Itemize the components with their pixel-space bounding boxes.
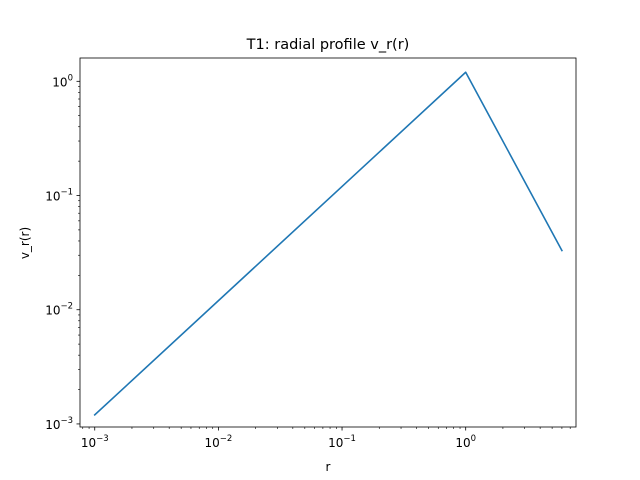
y-tick-label: 10−2 <box>45 302 73 318</box>
x-axis-label: r <box>326 460 331 474</box>
y-tick-label: 10−1 <box>45 188 73 204</box>
x-tick-label: 100 <box>455 434 476 450</box>
y-tick-label: 10−3 <box>45 416 73 432</box>
y-axis: 10−3 10−2 10−1 100 <box>45 73 80 432</box>
chart-title: T1: radial profile v_r(r) <box>246 37 410 53</box>
y-axis-label: v_r(r) <box>18 227 32 259</box>
axes-frame <box>79 57 577 428</box>
x-tick-label: 10−3 <box>81 434 109 450</box>
x-tick-label: 10−1 <box>328 434 356 450</box>
y-tick-label: 100 <box>52 73 73 89</box>
plot-area <box>79 57 577 428</box>
series-line-0 <box>93 71 563 417</box>
x-tick-label: 10−2 <box>204 434 232 450</box>
x-axis: 10−3 10−2 10−1 100 <box>81 427 571 450</box>
